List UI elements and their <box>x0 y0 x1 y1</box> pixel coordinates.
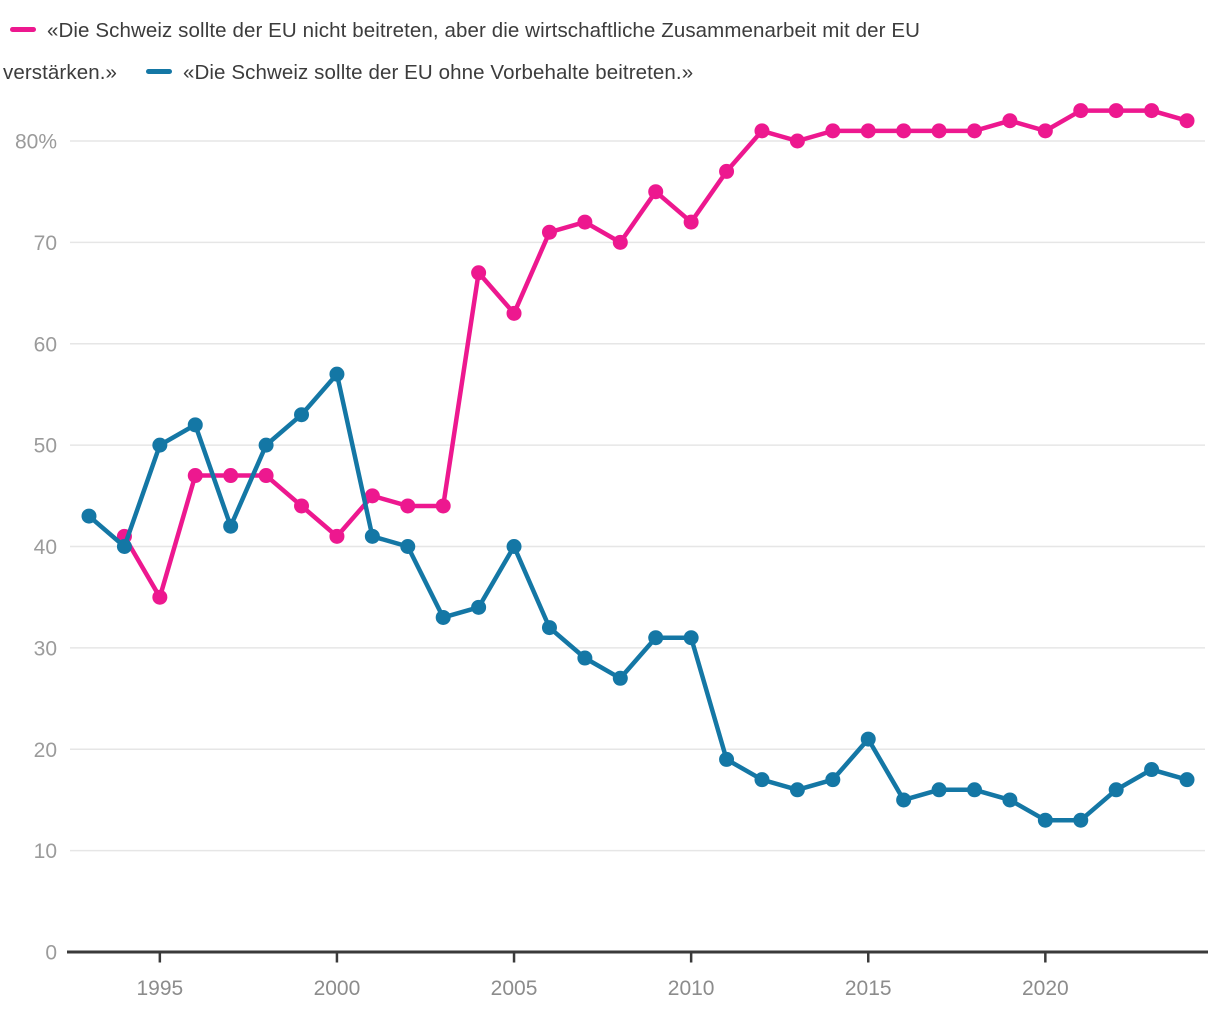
series-point-0 <box>329 528 345 544</box>
y-axis-label: 50 <box>34 435 57 458</box>
series-point-0 <box>648 184 664 200</box>
legend-swatch-pink <box>10 27 36 33</box>
y-axis-label: 60 <box>34 333 57 356</box>
series-point-0 <box>931 123 947 139</box>
series-point-0 <box>825 123 841 139</box>
series-point-1 <box>648 630 664 646</box>
series-point-0 <box>1108 103 1124 119</box>
legend-swatch-blue <box>146 69 172 75</box>
series-point-1 <box>1037 812 1053 828</box>
series-point-0 <box>258 468 274 484</box>
y-axis-label: 0 <box>45 942 57 965</box>
series-point-1 <box>294 407 310 423</box>
series-point-0 <box>1144 103 1160 119</box>
y-axis-label: 40 <box>34 536 57 559</box>
series-point-1 <box>896 792 912 808</box>
series-point-1 <box>506 539 522 554</box>
series-point-0 <box>789 133 805 149</box>
y-axis-label: 10 <box>34 840 57 863</box>
series-point-0 <box>612 234 628 250</box>
series-point-1 <box>258 437 274 453</box>
series-point-1 <box>1002 792 1018 808</box>
series-point-1 <box>471 599 487 615</box>
y-axis-label: 20 <box>34 739 57 762</box>
series-point-1 <box>364 528 380 544</box>
x-axis-label: 2000 <box>314 977 361 1000</box>
series-point-0 <box>754 123 770 139</box>
y-axis-label: 70 <box>34 232 57 255</box>
series-point-1 <box>81 508 97 524</box>
x-axis-label: 2010 <box>668 977 715 1000</box>
series-point-0 <box>435 498 451 514</box>
series-point-1 <box>577 650 593 666</box>
series-point-1 <box>223 518 239 534</box>
series-point-0 <box>967 123 982 139</box>
chart-legend: «Die Schweiz sollte der EU nicht beitret… <box>3 10 1193 94</box>
series-point-0 <box>223 468 239 484</box>
series-point-0 <box>506 305 522 321</box>
series-line-1 <box>86 371 1190 823</box>
series-point-0 <box>364 488 380 504</box>
series-point-1 <box>754 772 770 788</box>
series-line-0 <box>122 108 1190 600</box>
legend-label-blue: «Die Schweiz sollte der EU ohne Vorbehal… <box>183 61 694 84</box>
x-axis-label: 2020 <box>1022 977 1069 1000</box>
series-point-1 <box>789 782 805 798</box>
series-point-1 <box>187 417 203 433</box>
series-point-1 <box>967 782 982 798</box>
series-point-1 <box>400 539 416 554</box>
legend-label-pink-line2: verstärken.» <box>3 61 117 84</box>
series-point-1 <box>860 731 876 747</box>
series-point-0 <box>1073 103 1089 119</box>
series-point-0 <box>400 498 416 514</box>
series-point-0 <box>1002 113 1018 129</box>
y-axis-label: 80% <box>15 131 57 154</box>
series-point-0 <box>1179 113 1195 129</box>
series-point-1 <box>1108 782 1124 798</box>
series-point-1 <box>1179 772 1195 788</box>
series-point-1 <box>541 620 557 636</box>
series-point-0 <box>577 214 593 230</box>
series-point-0 <box>860 123 876 139</box>
series-point-0 <box>294 498 310 514</box>
series-point-1 <box>1144 762 1160 778</box>
series-point-0 <box>152 589 168 605</box>
series-point-0 <box>471 265 487 281</box>
series-point-1 <box>116 539 132 554</box>
series-point-0 <box>1037 123 1053 139</box>
series-point-0 <box>896 123 912 139</box>
y-axis-label: 30 <box>34 637 57 660</box>
series-point-1 <box>329 366 345 382</box>
series-point-1 <box>825 772 841 788</box>
series-point-0 <box>719 163 735 179</box>
x-axis-label: 2005 <box>491 977 538 1000</box>
series-point-1 <box>435 609 451 625</box>
series-point-1 <box>931 782 947 798</box>
series-point-1 <box>612 670 628 686</box>
x-axis-label: 2015 <box>845 977 892 1000</box>
series-point-1 <box>1073 812 1089 828</box>
series-point-0 <box>541 224 557 240</box>
series-point-1 <box>719 751 735 767</box>
legend-label-pink-line1: «Die Schweiz sollte der EU nicht beitret… <box>47 19 921 42</box>
series-point-0 <box>187 468 203 484</box>
series-point-0 <box>683 214 699 230</box>
series-point-1 <box>152 437 168 453</box>
series-point-1 <box>683 630 699 646</box>
x-axis-label: 1995 <box>136 977 183 1000</box>
